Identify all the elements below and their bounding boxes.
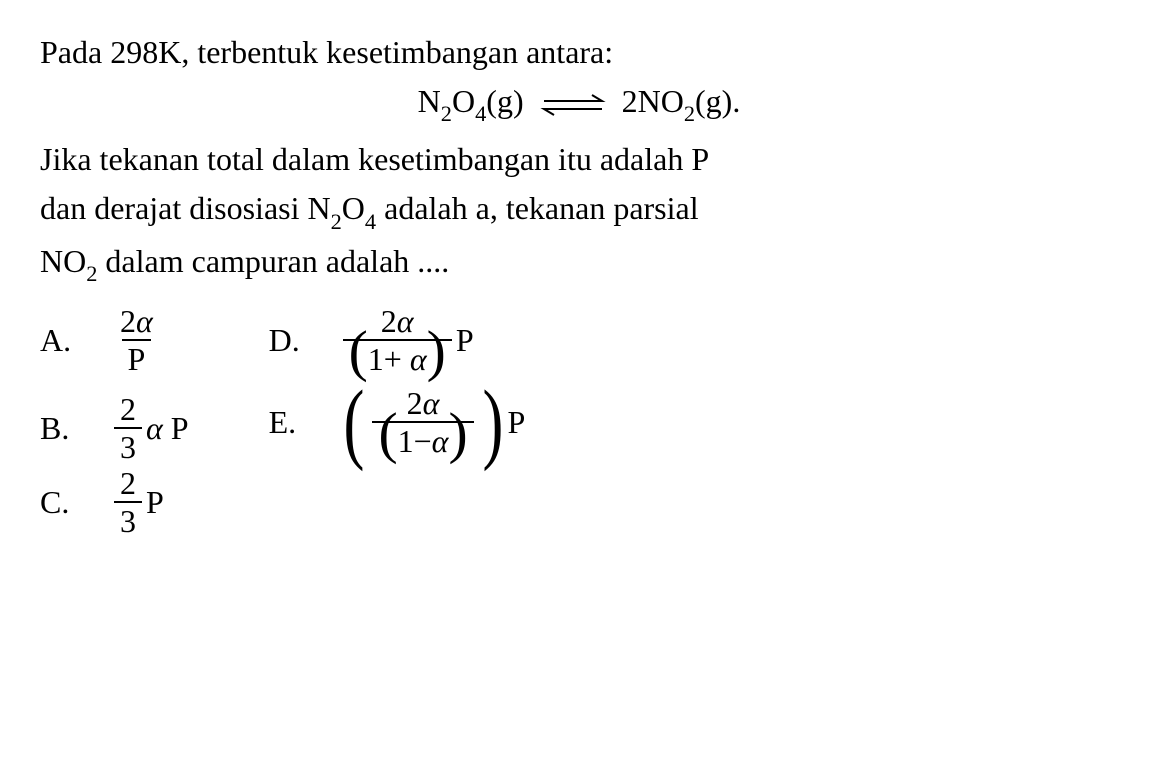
option-a-label: A. — [40, 322, 110, 359]
option-e-content: ( 2α (1−α) ) P — [339, 387, 526, 457]
opt-e-num-var: α — [423, 385, 440, 421]
options-container: A. 2α P B. 2 3 α P C. 2 — [40, 305, 1118, 541]
option-d: D. 2α (1+ α) P — [269, 305, 526, 375]
opt-d-den-expr: 1+ — [368, 341, 410, 377]
l2b-sub2: 4 — [365, 209, 376, 234]
l2b-post: adalah a, tekanan parsial — [376, 190, 699, 226]
l3-post: dalam campuran adalah .... — [97, 243, 449, 279]
opt-c-den: 3 — [114, 501, 142, 537]
l2b-pre: dan derajat disosiasi N — [40, 190, 331, 226]
opt-e-big-open: ( — [343, 396, 364, 450]
opt-d-den-close: ) — [427, 320, 446, 383]
opt-e-den-close: ) — [448, 402, 467, 465]
lhs-n: N — [418, 83, 441, 119]
rhs-species: NO — [638, 83, 684, 119]
equilibrium-equation: N2O4(g) 2NO2(g). — [40, 83, 1118, 125]
lhs-sub1: 2 — [441, 101, 452, 126]
question-line-2a: Jika tekanan total dalam kesetimbangan i… — [40, 137, 1118, 182]
opt-b-den: 3 — [114, 427, 142, 463]
option-d-label: D. — [269, 322, 339, 359]
opt-a-den: P — [122, 339, 152, 375]
opt-c-p: P — [146, 484, 164, 521]
option-a-content: 2α P — [110, 305, 163, 375]
lhs-phase: (g) — [486, 83, 523, 119]
l3-sub: 2 — [86, 261, 97, 286]
opt-d-num-var: α — [397, 303, 414, 339]
rhs-coeff: 2 — [622, 83, 638, 119]
question-line-3: NO2 dalam campuran adalah .... — [40, 239, 1118, 288]
opt-a-num-var: α — [136, 303, 153, 339]
option-b: B. 2 3 α P — [40, 393, 189, 463]
opt-e-den-open: ( — [378, 402, 397, 465]
opt-e-big-close: ) — [482, 396, 503, 450]
opt-e-den-expr: 1− — [398, 423, 432, 459]
option-a: A. 2α P — [40, 305, 189, 375]
lhs-sub2: 4 — [475, 101, 486, 126]
opt-e-den-var: α — [432, 423, 449, 459]
opt-b-var: α — [146, 410, 163, 447]
opt-e-p: P — [508, 404, 526, 441]
l2b-sub1: 2 — [331, 209, 342, 234]
opt-b-num: 2 — [114, 393, 142, 427]
lhs-o: O — [452, 83, 475, 119]
l2b-mid: O — [342, 190, 365, 226]
option-c-content: 2 3 P — [110, 467, 164, 537]
opt-e-num-coeff: 2 — [407, 385, 423, 421]
opt-c-num: 2 — [114, 467, 142, 501]
option-b-label: B. — [40, 410, 110, 447]
opt-d-p: P — [456, 322, 474, 359]
option-b-content: 2 3 α P — [110, 393, 189, 463]
options-column-2: D. 2α (1+ α) P E. ( 2α (1−α — [269, 305, 526, 541]
l3-pre: NO — [40, 243, 86, 279]
option-c: C. 2 3 P — [40, 467, 189, 537]
equilibrium-arrow-icon — [538, 90, 608, 118]
opt-d-num-coeff: 2 — [381, 303, 397, 339]
question-line-1: Pada 298K, terbentuk kesetimbangan antar… — [40, 30, 1118, 75]
opt-d-den-var: α — [410, 341, 427, 377]
opt-a-num-coeff: 2 — [120, 303, 136, 339]
rhs-phase: (g). — [695, 83, 740, 119]
option-d-content: 2α (1+ α) P — [339, 305, 474, 375]
rhs-sub: 2 — [684, 101, 695, 126]
option-e: E. ( 2α (1−α) ) P — [269, 387, 526, 457]
question-line-2b: dan derajat disosiasi N2O4 adalah a, tek… — [40, 186, 1118, 235]
option-c-label: C. — [40, 484, 110, 521]
option-e-label: E. — [269, 404, 339, 441]
options-column-1: A. 2α P B. 2 3 α P C. 2 — [40, 305, 189, 541]
opt-b-p: P — [171, 410, 189, 447]
